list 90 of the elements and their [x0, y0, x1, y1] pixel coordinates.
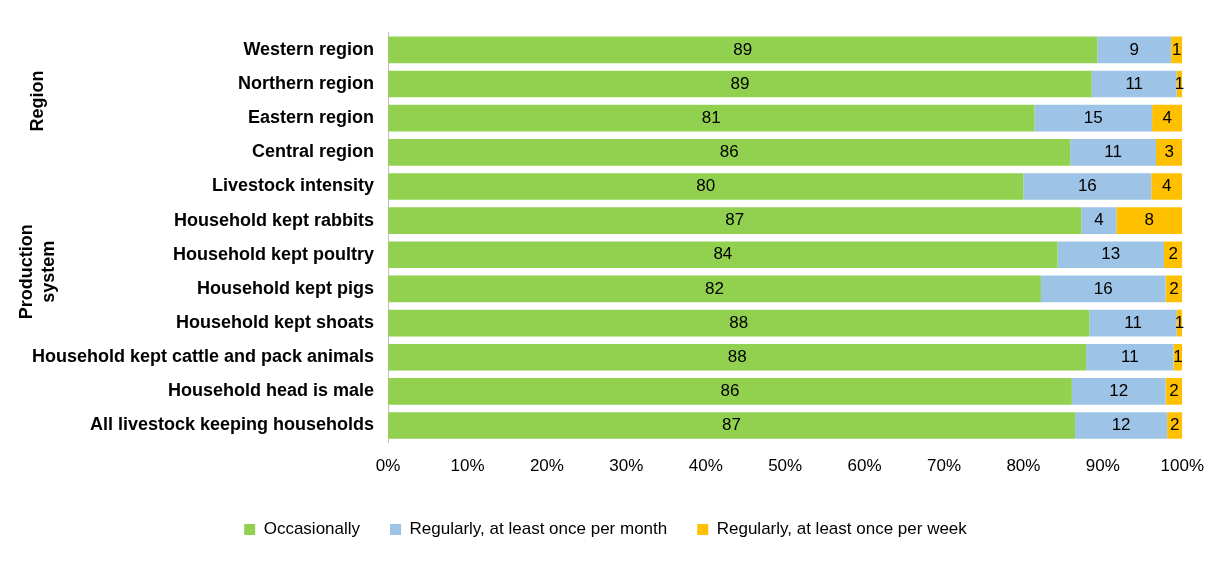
y-tick-label: Livestock intensity	[212, 175, 375, 196]
data-label: 4	[1162, 176, 1172, 196]
data-label: 11	[1121, 346, 1139, 366]
bar	[1151, 173, 1183, 200]
y-tick-label: All livestock keeping households	[90, 414, 375, 435]
y-tick-label: Household kept rabbits	[174, 209, 375, 230]
data-label: 1	[1173, 346, 1183, 366]
x-tick-label: 100%	[1160, 456, 1204, 476]
bar	[388, 309, 1090, 337]
bar	[1057, 241, 1164, 269]
bar	[388, 378, 1072, 405]
bar	[1040, 275, 1166, 303]
bar	[1081, 207, 1117, 234]
bar	[388, 173, 1024, 200]
legend-label: Regularly, at least once per week	[716, 519, 968, 539]
data-label: 82	[705, 278, 724, 298]
data-label: 87	[725, 210, 745, 230]
bar	[388, 139, 1071, 166]
data-label: 11	[1125, 73, 1144, 93]
data-label: 15	[1083, 107, 1103, 127]
bar	[1089, 309, 1177, 337]
bar	[1023, 173, 1152, 200]
text: Production system	[15, 224, 58, 320]
data-label: 1	[1171, 39, 1182, 59]
data-label: 2	[1168, 244, 1178, 264]
data-label: 11	[1124, 312, 1142, 332]
data-label: 89	[733, 39, 753, 59]
y-tick-label: Western region	[243, 38, 375, 59]
data-label: 89	[730, 73, 750, 93]
bar	[1156, 139, 1183, 166]
x-tick-label: 40%	[688, 456, 723, 476]
data-label: 86	[720, 381, 740, 401]
data-label: 3	[1164, 142, 1174, 162]
bar	[1034, 104, 1153, 132]
text: Region	[26, 70, 47, 132]
data-label: 4	[1162, 107, 1172, 127]
data-label: 8	[1144, 210, 1155, 230]
data-label: 80	[696, 176, 716, 196]
x-tick-label: 30%	[609, 456, 644, 476]
bar	[388, 241, 1058, 269]
y-tick-label: Eastern region	[248, 107, 375, 128]
x-tick-label: 80%	[1006, 456, 1041, 476]
data-label: 16	[1093, 278, 1113, 298]
bar	[388, 104, 1035, 132]
data-label: 81	[701, 107, 721, 127]
x-tick-label: 10%	[450, 456, 485, 476]
bar	[388, 275, 1041, 303]
data-label: 11	[1104, 142, 1122, 162]
bar	[1116, 207, 1183, 234]
data-label: 9	[1129, 39, 1139, 59]
data-label: 2	[1169, 381, 1179, 401]
bar	[388, 70, 1092, 98]
bar	[1091, 70, 1177, 98]
data-label: 13	[1101, 244, 1121, 264]
x-tick-label: 50%	[768, 456, 803, 476]
data-label: 2	[1169, 278, 1179, 298]
bar	[388, 343, 1087, 371]
data-label: 86	[719, 142, 739, 162]
bar	[1152, 104, 1183, 132]
bar	[1071, 378, 1166, 405]
y-tick-label: Household kept poultry	[173, 243, 375, 264]
data-label: 84	[713, 244, 733, 264]
bar	[388, 207, 1082, 234]
data-label: 88	[729, 312, 749, 332]
data-label: 12	[1109, 381, 1129, 401]
data-label: 16	[1077, 176, 1097, 196]
x-tick-label: 20%	[529, 456, 564, 476]
x-tick-label: 0%	[375, 456, 401, 476]
bar	[1070, 139, 1157, 166]
data-label: 12	[1111, 415, 1131, 435]
y-tick-label: Northern region	[238, 72, 375, 93]
data-label: 2	[1169, 415, 1180, 435]
data-label: 4	[1094, 210, 1104, 230]
bar	[1097, 36, 1172, 64]
x-tick-label: 70%	[927, 456, 962, 476]
x-tick-label: 90%	[1085, 456, 1120, 476]
legend-label: Regularly, at least once per month	[409, 519, 668, 539]
y-tick-label: Household kept shoats	[176, 312, 375, 333]
bar	[388, 412, 1076, 439]
data-label: 87	[722, 415, 742, 435]
x-tick-label: 60%	[847, 456, 882, 476]
y-tick-label: Central region	[252, 141, 375, 162]
data-label: 88	[727, 346, 747, 366]
y-tick-label: Household kept cattle and pack animals	[31, 346, 375, 367]
bar	[388, 36, 1098, 64]
bar	[1075, 412, 1168, 439]
legend-label: Occasionally	[263, 519, 361, 539]
bar	[1086, 343, 1174, 371]
y-tick-label: Household head is male	[168, 380, 375, 401]
y-tick-label: Household kept pigs	[197, 277, 375, 298]
